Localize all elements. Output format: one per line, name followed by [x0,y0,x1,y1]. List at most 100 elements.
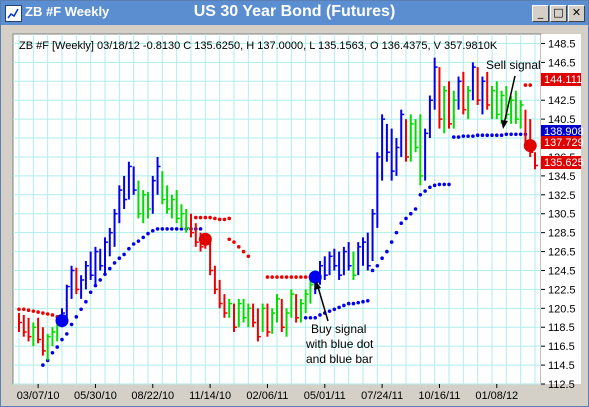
close-button[interactable]: ✕ [568,5,585,22]
stop-dot [428,185,432,190]
stop-dot [375,263,380,268]
stop-dot [308,315,313,320]
price-tick-label: 128.5 [548,228,576,240]
stop-dot [351,301,356,306]
stop-dot [413,207,418,211]
stop-dot [318,313,322,317]
stop-dot [117,256,122,260]
stop-dot [509,132,513,137]
stop-dot [17,307,21,312]
sell-signal-dot [198,232,212,246]
sell-signal-arrow [503,75,516,125]
stop-dot [179,227,184,231]
price-tick-label: 116.5 [548,341,575,353]
stop-dot [41,363,45,367]
stop-dot [342,303,346,308]
price-tick-label: 124.5 [548,265,576,277]
date-tick-label: 01/08/12 [475,390,518,402]
stop-dot [404,216,408,221]
stop-dot [389,240,394,244]
maximize-button[interactable]: □ [550,5,567,22]
stop-dot [241,249,246,254]
stop-dot [337,305,341,310]
minimize-button[interactable]: _ [532,5,549,22]
stop-dot [136,239,141,243]
stop-dot [50,350,55,355]
stop-dot [499,133,504,138]
title-bar[interactable]: ZB #F Weekly US 30 Year Bond (Futures) _… [1,1,588,25]
stop-dot [232,240,236,244]
stop-dot [456,135,461,139]
stop-dot [203,215,208,220]
buy-arrow-head [314,281,321,290]
date-tick-labels: 03/07/10 05/30/10 08/22/10 11/14/10 02/06/11… [17,384,518,402]
price-tick-label: 114.5 [548,360,575,372]
stop-dot [279,275,284,279]
stop-dot [523,83,528,87]
stop-dot [45,312,50,316]
stop-dot [432,183,437,188]
stop-dot [423,189,427,193]
stop-dot [213,216,217,221]
stop-dot [36,310,40,314]
date-tick-label: 07/24/11 [361,390,403,402]
price-tick-label: 146.5 [548,57,576,69]
stop-dot [475,133,480,138]
stop-dot [165,227,169,231]
stop-dot [518,132,523,137]
stop-dot [385,249,389,254]
price-tick-label: 120.5 [548,303,576,315]
stop-dot [26,308,31,313]
buy-signal-label-line3: and blue bar [306,352,373,366]
stop-dot [174,227,179,231]
buy-signal-arrow [317,286,329,322]
stop-dot [60,337,64,342]
stop-dot [408,211,413,216]
buy-signal-dot [55,314,69,328]
stop-dot [74,315,79,319]
stop-dot [275,275,279,279]
stop-dot [299,275,303,279]
chart-title: US 30 Year Bond (Futures) [193,3,396,20]
window-title: ZB #F Weekly [25,4,110,19]
stop-dot [356,300,361,305]
price-tick-label: 130.5 [548,209,576,221]
stop-dot [289,275,294,279]
stop-dot [294,275,298,279]
date-tick-label: 08/22/10 [131,390,174,402]
stop-dot [122,252,126,257]
stop-dot [466,134,470,138]
stop-dot [79,307,83,312]
stop-dot [93,283,98,288]
price-tick-label: 132.5 [548,190,576,202]
buy-signal-label-line1: Buy signal [311,322,366,336]
stop-dot [437,182,442,187]
stop-dot [504,132,509,137]
price-badge [541,136,581,149]
price-chart[interactable]: 112.5 114.5 116.5 118.5 120.5 122.5 124.5 126.5… [1,25,588,406]
stop-dot [284,275,289,279]
price-axis [541,34,581,384]
stop-dot [198,227,203,231]
stop-dot [193,215,198,220]
sell-arrow-head [501,120,508,129]
date-tick-label: 02/06/11 [246,390,288,402]
price-badge [541,156,581,169]
stop-dot [265,275,270,279]
price-tick-label: 134.5 [548,171,576,183]
chart-app-icon [5,5,22,22]
stop-dot [380,256,384,260]
stop-dot [451,135,456,139]
stop-dot [217,217,222,222]
stop-dot [399,221,404,225]
stop-dot [222,217,227,222]
price-tick-label: 140.5 [548,114,576,126]
stop-dot [41,311,45,315]
stop-dot [490,133,494,138]
stop-dot [485,133,490,138]
stop-dot [84,299,88,304]
stop-dot [112,261,117,265]
stop-dot [227,216,232,221]
stop-dot [64,332,69,336]
stop-dot [303,315,308,320]
